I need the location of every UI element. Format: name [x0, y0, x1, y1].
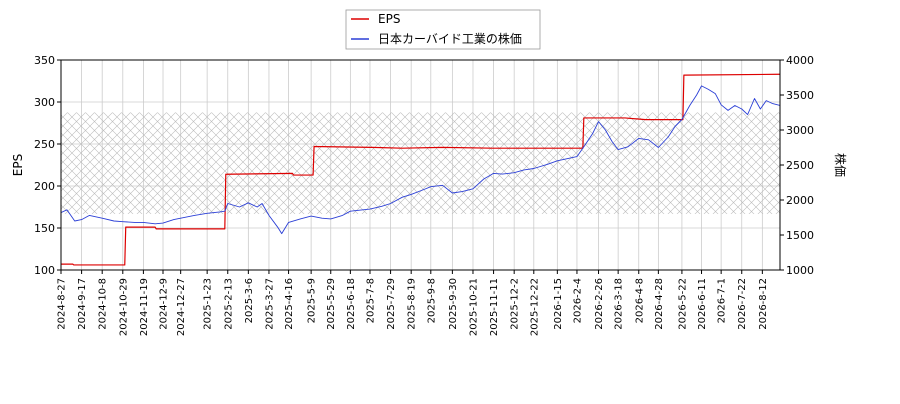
x-tick-label: 2026-2-26	[594, 278, 605, 330]
legend: EPS 日本カーバイド工業の株価	[345, 9, 541, 50]
x-tick-label: 2024-10-8	[98, 278, 109, 330]
x-tick-label: 2025-9-8	[426, 278, 437, 323]
x-tick-label: 2025-12-22	[529, 278, 540, 336]
x-tick-label: 2024-12-9	[159, 278, 170, 330]
y-tick-label-left: 200	[34, 180, 55, 193]
x-tick-label: 2026-4-28	[654, 278, 665, 330]
x-tick-label: 2026-4-8	[634, 278, 645, 323]
x-tick-label: 2026-7-22	[737, 278, 748, 330]
right-axis: 1000 1500 2000 2500 3000 3500 4000	[780, 54, 814, 277]
y-tick-label-left: 100	[34, 264, 55, 277]
x-tick-label: 2024-11-19	[139, 278, 150, 336]
x-tick-label: 2026-1-15	[553, 278, 564, 330]
y-tick-label-right: 4000	[786, 54, 814, 67]
x-tick-label: 2025-7-8	[365, 278, 376, 323]
y-tick-label-left: 350	[34, 54, 55, 67]
x-tick-label: 2025-6-18	[346, 278, 357, 330]
x-axis: 2024-8-27 2024-9-17 2024-10-8 2024-10-29 202…	[57, 270, 769, 336]
series-layer	[61, 73, 780, 266]
x-tick-label: 2026-8-12	[758, 278, 769, 330]
x-tick-label: 2026-3-18	[614, 278, 625, 330]
y-tick-label-right: 2500	[786, 159, 814, 172]
x-tick-label: 2025-11-11	[489, 278, 500, 336]
x-tick-label: 2026-6-11	[697, 278, 708, 330]
x-tick-label: 2026-2-4	[572, 278, 583, 323]
x-tick-label: 2025-1-23	[203, 278, 214, 330]
y-tick-label-left: 150	[34, 222, 55, 235]
left-axis: 100 150 200 250 300 350	[34, 54, 61, 277]
legend-label-price: 日本カーバイド工業の株価	[378, 31, 522, 46]
y-tick-label-right: 1000	[786, 264, 814, 277]
legend-label-eps: EPS	[378, 12, 400, 26]
x-tick-label: 2025-3-6	[244, 278, 255, 323]
x-tick-label: 2026-5-22	[677, 278, 688, 330]
x-tick-label: 2025-7-29	[386, 278, 397, 330]
x-tick-label: 2025-10-21	[468, 278, 479, 336]
x-tick-label: 2024-8-27	[57, 278, 68, 330]
y-axis-label-right: 株価	[833, 153, 848, 177]
y-tick-label-right: 1500	[786, 229, 814, 242]
x-tick-label: 2025-12-2	[510, 278, 521, 330]
x-tick-label: 2026-7-1	[717, 278, 728, 323]
hatched-band	[61, 112, 780, 214]
y-tick-label-right: 2000	[786, 194, 814, 207]
x-tick-label: 2025-9-30	[448, 278, 459, 330]
x-tick-label: 2024-12-27	[176, 278, 187, 336]
legend-box	[345, 9, 541, 50]
x-tick-label: 2025-5-9	[307, 278, 318, 323]
y-tick-label-left: 250	[34, 138, 55, 151]
x-tick-label: 2025-8-19	[407, 278, 418, 330]
x-tick-label: 2024-10-29	[118, 278, 129, 336]
series-line-price	[61, 85, 780, 235]
y-axis-label-left: EPS	[11, 154, 25, 176]
series-line-eps	[61, 73, 780, 266]
x-tick-label: 2025-2-13	[223, 278, 234, 330]
x-tick-label: 2025-4-16	[284, 278, 295, 330]
y-tick-label-right: 3000	[786, 124, 814, 137]
x-tick-label: 2025-5-29	[326, 278, 337, 330]
x-tick-label: 2024-9-17	[77, 278, 88, 330]
x-tick-label: 2025-3-27	[264, 278, 275, 330]
y-tick-label-left: 300	[34, 96, 55, 109]
y-tick-label-right: 3500	[786, 89, 814, 102]
